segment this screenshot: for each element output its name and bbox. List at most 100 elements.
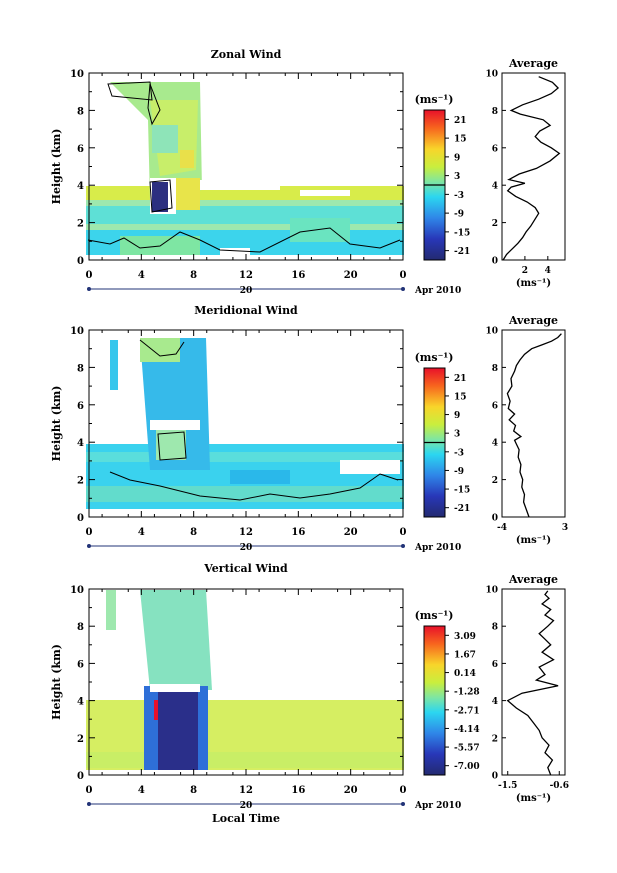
panel-title: Meridional Wind: [194, 304, 298, 317]
profile-y-tick-label: 8: [492, 623, 498, 633]
profile-x-tick-label: -0.6: [550, 781, 569, 791]
y-tick-label: 6: [77, 401, 84, 412]
colorbar-tick-label: -1.28: [454, 688, 480, 698]
profile-title: Average: [508, 573, 558, 586]
y-tick-label: 0: [77, 513, 84, 524]
heatmap-region: [152, 125, 178, 153]
profile-unit: (ms⁻¹): [516, 793, 551, 804]
x-tick-label: 4: [138, 785, 145, 796]
profile-plot: Average 0 2 4 6 8 10 -1.5 -0.6 (ms⁻¹): [485, 573, 569, 804]
heatmap-field: [86, 590, 404, 776]
heatmap-region: [176, 178, 200, 210]
heatmap-gap: [300, 190, 350, 196]
panel-title: Zonal Wind: [211, 48, 282, 61]
zonal-wind-panel: Zonal Wind: [50, 48, 566, 296]
x-tick-label: 8: [190, 785, 197, 796]
x-tick-label: 0: [86, 527, 93, 538]
profile-y-tick-label: 6: [492, 401, 498, 411]
profile-x-tick-label: -4: [497, 523, 507, 533]
profile-y-tick-label: 10: [485, 586, 498, 596]
heatmap-region: [140, 338, 180, 362]
profile-plot: Average 0 2 4 6 8 10 2 4 (ms⁻¹): [485, 57, 566, 289]
colorbar-tick-label: 1.67: [454, 650, 476, 660]
profile-y-tick-label: 8: [492, 364, 498, 374]
colorbar-tick-label: 3: [454, 430, 460, 440]
x-tick-label: 4: [138, 527, 145, 538]
colorbar-tick-label: -15: [454, 486, 470, 496]
colorbar-tick-label: -5.57: [454, 744, 480, 754]
colorbar-tick-label: 21: [454, 116, 467, 126]
heatmap-region: [180, 150, 194, 168]
panel-axes: 0 2 4 6 8 10 0 4 8 12 16 20 0 Height (km) 20 Apr 2010: [50, 69, 461, 296]
date-label: Apr 2010: [414, 801, 461, 811]
profile-title: Average: [508, 314, 558, 327]
profile-y-tick-label: 10: [485, 327, 498, 337]
colorbar: (ms⁻¹)21 15 9 3 -3 -9 -15 -21: [415, 351, 470, 518]
heatmap-region: [150, 420, 200, 430]
y-tick-label: 6: [77, 144, 84, 155]
day-label: 20: [240, 286, 253, 296]
zero-contour: [109, 471, 399, 501]
colorbar-strip: [423, 625, 446, 776]
x-tick-label: 12: [239, 527, 253, 538]
x-axis-label: Local Time: [212, 812, 280, 825]
profile-y-tick-label: 6: [492, 660, 498, 670]
panel-axes: 0 2 4 6 8 10 0 4 8 12 16 20 0 Height (km) 20 Apr 2010: [50, 326, 461, 553]
heatmap-gap: [150, 684, 200, 692]
profile-line: [506, 590, 559, 776]
day-label: 20: [240, 543, 253, 553]
colorbar-tick-label: 21: [454, 374, 467, 384]
heatmap-field: [86, 338, 404, 514]
y-axis-label: Height (km): [50, 644, 63, 720]
heatmap-region: [86, 206, 404, 224]
date-line-end: [401, 287, 405, 291]
heatmap-region: [154, 700, 158, 720]
heatmap-region: [140, 590, 212, 690]
profile-x-tick-label: -1.5: [498, 781, 517, 791]
date-label: Apr 2010: [414, 543, 461, 553]
profile-unit: (ms⁻¹): [516, 278, 551, 289]
profile-y-tick-label: 4: [492, 439, 498, 449]
colorbar-tick-label: -15: [454, 228, 470, 238]
zero-contour: [107, 81, 153, 101]
colorbar-tick-label: -9: [454, 210, 464, 220]
y-tick-label: 8: [77, 622, 84, 633]
profile-y-tick-label: 4: [492, 182, 498, 192]
x-tick-label: 0: [400, 270, 407, 281]
y-tick-label: 4: [77, 181, 84, 192]
profile-x-tick-label: 3: [562, 523, 568, 533]
heatmap-region: [152, 182, 168, 212]
y-tick-label: 10: [70, 69, 84, 80]
colorbar-tick-label: -21: [454, 504, 470, 514]
zero-contour: [157, 431, 187, 461]
colorbar-tick-label: -3: [454, 191, 464, 201]
profile-y-tick-label: 6: [492, 144, 498, 154]
heatmap-region: [230, 470, 290, 484]
heatmap-region: [290, 218, 350, 242]
heatmap-gap: [340, 460, 400, 474]
heatmap-region: [86, 486, 404, 502]
profile-y-tick-label: 2: [492, 476, 498, 486]
colorbar-tick-label: 3.09: [454, 632, 476, 642]
y-axis-label: Height (km): [50, 129, 63, 205]
colorbar-tick-label: 15: [454, 135, 467, 145]
y-tick-label: 8: [77, 106, 84, 117]
colorbar-tick-label: -21: [454, 247, 470, 257]
colorbar-unit: (ms⁻¹): [415, 609, 454, 622]
x-tick-label: 0: [86, 270, 93, 281]
heatmap-gap: [220, 248, 250, 256]
x-tick-label: 0: [400, 527, 407, 538]
date-line-end: [87, 287, 91, 291]
day-label: 20: [240, 801, 253, 811]
colorbar-unit: (ms⁻¹): [415, 351, 454, 364]
date-line-end: [401, 544, 405, 548]
colorbar-tick-label: 15: [454, 392, 467, 402]
profile-y-tick-label: 0: [492, 257, 498, 267]
colorbar-tick-label: -9: [454, 467, 464, 477]
profile-y-tick-label: 4: [492, 697, 498, 707]
profile-frame: [501, 72, 566, 261]
heatmap-region: [110, 340, 118, 390]
heatmap-region: [158, 692, 198, 774]
date-line-end: [87, 802, 91, 806]
